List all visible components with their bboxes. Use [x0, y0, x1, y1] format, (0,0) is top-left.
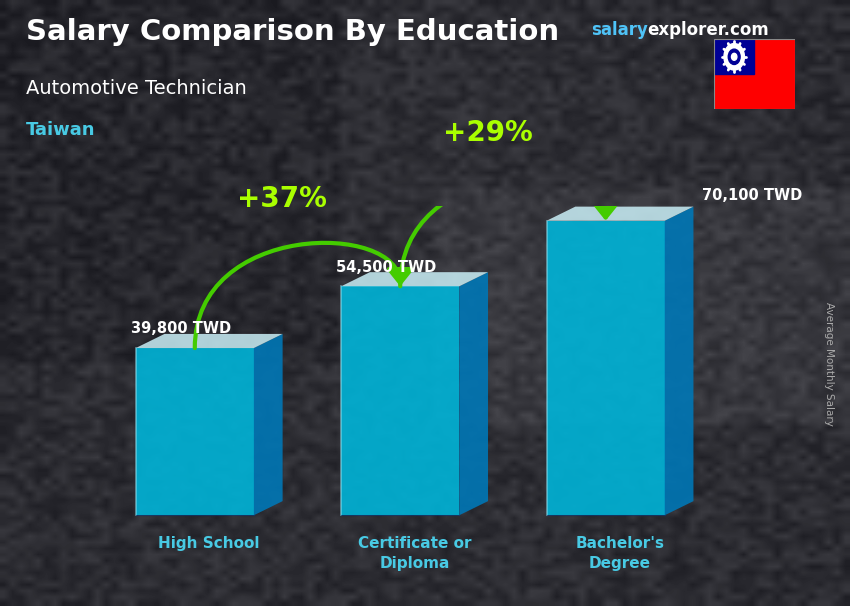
- Polygon shape: [547, 221, 665, 515]
- Circle shape: [732, 53, 737, 61]
- Text: +29%: +29%: [443, 119, 532, 147]
- Polygon shape: [547, 207, 694, 221]
- Text: Certificate or
Diploma: Certificate or Diploma: [358, 536, 472, 571]
- Polygon shape: [341, 286, 459, 515]
- Polygon shape: [459, 272, 488, 515]
- Polygon shape: [136, 334, 282, 348]
- Text: explorer.com: explorer.com: [648, 21, 769, 39]
- FancyArrowPatch shape: [400, 178, 617, 286]
- Circle shape: [728, 49, 740, 64]
- Polygon shape: [341, 272, 488, 286]
- Text: 70,100 TWD: 70,100 TWD: [701, 188, 802, 203]
- Text: Taiwan: Taiwan: [26, 121, 95, 139]
- FancyArrowPatch shape: [195, 243, 411, 348]
- Circle shape: [724, 44, 745, 70]
- Text: 39,800 TWD: 39,800 TWD: [131, 321, 230, 336]
- Polygon shape: [254, 334, 282, 515]
- Text: Salary Comparison By Education: Salary Comparison By Education: [26, 18, 558, 46]
- Polygon shape: [665, 207, 694, 515]
- Text: Bachelor's
Degree: Bachelor's Degree: [575, 536, 665, 571]
- Polygon shape: [136, 348, 254, 515]
- Text: High School: High School: [158, 536, 260, 551]
- Text: Average Monthly Salary: Average Monthly Salary: [824, 302, 834, 425]
- Text: salary: salary: [591, 21, 648, 39]
- Bar: [714, 39, 755, 75]
- Text: 54,500 TWD: 54,500 TWD: [336, 259, 436, 275]
- Text: +37%: +37%: [237, 185, 327, 213]
- Text: Automotive Technician: Automotive Technician: [26, 79, 246, 98]
